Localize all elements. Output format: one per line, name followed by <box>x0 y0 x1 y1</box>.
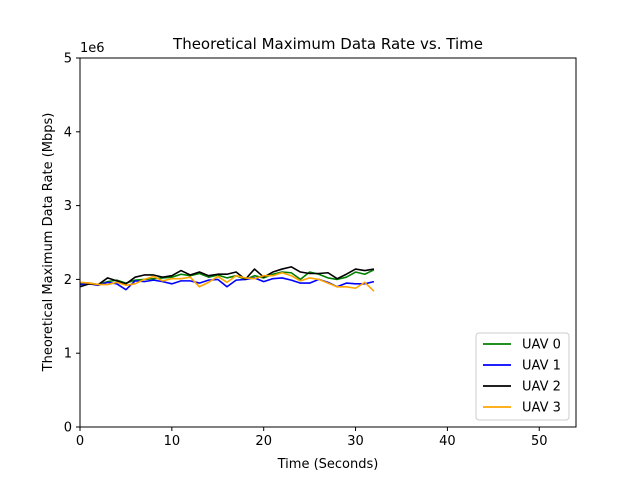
y-offset-label: 1e6 <box>80 41 105 56</box>
y-tick-label: 3 <box>64 199 72 214</box>
chart-title: Theoretical Maximum Data Rate vs. Time <box>172 35 483 53</box>
y-tick-label: 0 <box>64 421 72 436</box>
x-tick-label: 10 <box>164 434 181 449</box>
series-lines <box>79 266 375 292</box>
y-tick-label: 5 <box>64 52 72 67</box>
legend-entry: UAV 0 <box>522 338 561 353</box>
x-tick-label: 40 <box>439 434 456 449</box>
plot-frame <box>79 57 577 428</box>
y-axis-label: Theoretical Maximum Data Rate (Mbps) <box>41 113 56 373</box>
y-tick-label: 1 <box>64 347 72 362</box>
x-axis-label: Time (Seconds) <box>277 457 379 472</box>
y-tick-label: 2 <box>64 273 72 288</box>
legend-box <box>475 332 570 421</box>
series-line-uav-3 <box>79 271 375 292</box>
legend: UAV 0 UAV 1 UAV 2 UAV 3 <box>475 332 570 421</box>
legend-entry: UAV 3 <box>522 401 561 416</box>
axis-ticks: 0 10 20 30 40 50 0 1 2 3 4 5 <box>64 52 548 450</box>
x-tick-label: 50 <box>531 434 548 449</box>
x-tick-label: 20 <box>255 434 272 449</box>
legend-entry: UAV 2 <box>522 380 561 395</box>
x-tick-label: 30 <box>347 434 364 449</box>
y-tick-label: 4 <box>64 125 72 140</box>
legend-entry: UAV 1 <box>522 359 561 374</box>
x-tick-label: 0 <box>76 434 84 449</box>
series-line-uav-2 <box>79 266 375 288</box>
